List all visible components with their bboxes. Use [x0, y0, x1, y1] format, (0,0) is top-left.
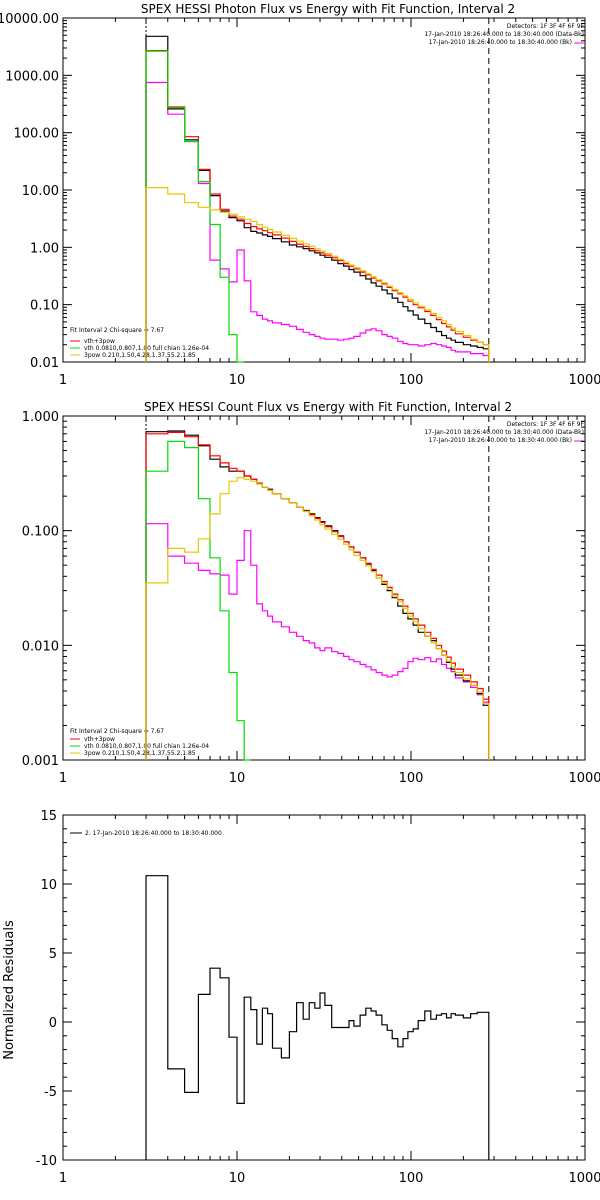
- residuals-y-ticks: -10 -5 0 5 10 15: [36, 809, 585, 1169]
- photon-flux-series-data-bk: [145, 35, 490, 362]
- residuals-panel: Normalized Residuals 2. 17-Jan-2010 18:2…: [2, 809, 600, 1186]
- count-flux-x-tick-label: 10: [229, 771, 246, 786]
- photon-flux-y-tick-label: 0.01: [30, 356, 59, 371]
- residuals-plot-frame: [62, 814, 586, 1161]
- residuals-y-tick-label: 5: [49, 947, 57, 962]
- count-flux-x-tick-label: 1: [59, 771, 67, 786]
- photon-flux-y-tick-label: 1.00: [30, 241, 59, 256]
- photon-flux-title: SPEX HESSI Photon Flux vs Energy with Fi…: [141, 2, 515, 16]
- photon-flux-data-interval: 17-Jan-2010 18:26:40.000 to 18:30:40.000…: [424, 31, 584, 38]
- count-flux-fit-line-1: Fit Interval 2 Chi-square = 7.67: [70, 728, 164, 735]
- photon-flux-y-tick-label: 0.10: [30, 299, 59, 314]
- count-flux-series-vth: [145, 440, 251, 761]
- count-flux-panel: SPEX HESSI Count Flux vs Energy with Fit…: [22, 400, 600, 786]
- count-flux-y-tick-label: 0.010: [22, 639, 59, 654]
- count-flux-info: Detectors: 1F 3F 4F 6F 9F 17-Jan-2010 18…: [424, 421, 584, 444]
- photon-flux-info: Detectors: 1F 3F 4F 6F 9F 17-Jan-2010 18…: [424, 23, 584, 46]
- residuals-x-tick-label: 10: [229, 1171, 246, 1186]
- count-flux-y-ticks: 0.001 0.010 0.100 1.000: [22, 410, 585, 769]
- residuals-y-tick-label: 0: [49, 1016, 57, 1031]
- count-flux-x-tick-label: 1000: [568, 771, 600, 786]
- photon-flux-series-3pow: [145, 187, 490, 362]
- photon-flux-bk-interval: 17-Jan-2010 18:26:40.000 to 18:30:40.000…: [429, 39, 572, 46]
- photon-flux-series-vth: [145, 50, 245, 363]
- photon-flux-y-tick-label: 100.00: [14, 127, 60, 142]
- count-flux-y-tick-label: 1.000: [22, 410, 59, 425]
- photon-flux-fit-line-3: vth 0.0810,0.807,1.00 full chian 1.26e-0…: [84, 345, 209, 352]
- residuals-y-tick-label: 10: [40, 878, 57, 893]
- photon-flux-y-tick-label: 10.00: [22, 184, 59, 199]
- photon-flux-x-tick-label: 100: [399, 373, 424, 388]
- count-flux-plot-frame: [62, 415, 586, 761]
- count-flux-data-interval: 17-Jan-2010 18:26:40.000 to 18:30:40.000…: [424, 429, 584, 436]
- count-flux-series-bk: [145, 523, 490, 760]
- count-flux-series-3pow: [145, 477, 490, 760]
- photon-flux-x-tick-label: 10: [229, 373, 246, 388]
- photon-flux-fit-text: Fit Interval 2 Chi-square = 7.67 vth+3po…: [70, 327, 209, 359]
- count-flux-y-tick-label: 0.100: [22, 525, 59, 540]
- photon-flux-y-tick-label: 10000.00: [0, 12, 59, 27]
- photon-flux-fit-line-2: vth+3pow: [84, 338, 115, 345]
- count-flux-series-vth-3pow: [145, 431, 490, 760]
- residuals-x-tick-label: 100: [399, 1171, 424, 1186]
- photon-flux-panel: SPEX HESSI Photon Flux vs Energy with Fi…: [0, 2, 600, 388]
- residuals-y-tick-label: -10: [36, 1154, 57, 1169]
- residuals-legend: 2. 17-Jan-2010 18:26:40.000 to 18:30:40.…: [85, 830, 222, 837]
- photon-flux-detectors: Detectors: 1F 3F 4F 6F 9F: [507, 23, 585, 30]
- count-flux-fit-text: Fit Interval 2 Chi-square = 7.67 vth+3po…: [70, 728, 209, 757]
- count-flux-fit-line-2: vth+3pow: [84, 736, 115, 743]
- count-flux-detectors: Detectors: 1F 3F 4F 6F 9F: [507, 421, 585, 428]
- residuals-x-tick-label: 1000: [568, 1171, 600, 1186]
- residuals-y-tick-label: -5: [44, 1085, 57, 1100]
- photon-flux-x-tick-label: 1: [59, 373, 67, 388]
- photon-flux-series-bk: [145, 81, 490, 362]
- photon-flux-x-tick-label: 1000: [568, 373, 600, 388]
- count-flux-bk-interval: 17-Jan-2010 18:26:40.000 to 18:30:40.000…: [429, 437, 572, 444]
- photon-flux-fit-line-4: 3pow 0.210,1.50,4.28,1.37,55.2,1.85: [84, 352, 196, 359]
- residuals-y-tick-label: 15: [40, 809, 57, 824]
- count-flux-x-ticks: 1 10 100 1000: [59, 416, 600, 786]
- residuals-series-residuals: [145, 875, 490, 1160]
- residuals-y-axis-label: Normalized Residuals: [2, 920, 17, 1060]
- photon-flux-fit-line-1: Fit Interval 2 Chi-square = 7.67: [70, 327, 164, 334]
- count-flux-x-tick-label: 100: [399, 771, 424, 786]
- photon-flux-y-ticks: 0.01 0.10 1.00 10.00 100.00 1000.00 10000.00: [0, 12, 585, 371]
- count-flux-y-tick-label: 0.001: [22, 754, 59, 769]
- photon-flux-y-tick-label: 1000.00: [5, 69, 59, 84]
- photon-flux-series-vth-3pow: [145, 50, 490, 362]
- residuals-x-tick-label: 1: [59, 1171, 67, 1186]
- count-flux-fit-line-3: vth 0.0810,0.807,1.00 full chian 1.26e-0…: [84, 743, 209, 750]
- photon-flux-plot-frame: [62, 17, 586, 363]
- count-flux-fit-line-4: 3pow 0.210,1.50,4.28,1.37,55.2,1.85: [84, 750, 196, 757]
- count-flux-series-data-bk: [145, 430, 490, 760]
- count-flux-title: SPEX HESSI Count Flux vs Energy with Fit…: [144, 400, 512, 414]
- residuals-x-ticks: 1 10 100 1000: [59, 815, 600, 1186]
